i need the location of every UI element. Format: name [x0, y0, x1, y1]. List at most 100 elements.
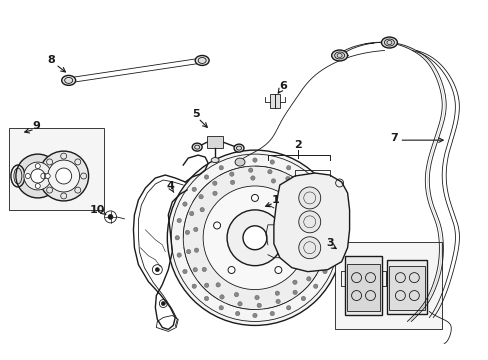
Text: 5: 5 — [192, 109, 200, 119]
Text: 2: 2 — [293, 140, 301, 150]
Circle shape — [301, 296, 305, 301]
Circle shape — [298, 237, 320, 259]
Circle shape — [303, 204, 307, 208]
Circle shape — [306, 276, 310, 281]
Circle shape — [301, 175, 305, 179]
Circle shape — [227, 266, 235, 274]
Circle shape — [230, 180, 234, 185]
Circle shape — [24, 162, 52, 190]
Text: 7: 7 — [390, 133, 398, 143]
Ellipse shape — [381, 37, 397, 48]
Circle shape — [285, 176, 289, 181]
Text: 1: 1 — [271, 195, 279, 205]
Circle shape — [254, 295, 259, 300]
Circle shape — [298, 187, 320, 209]
Circle shape — [269, 311, 274, 316]
Circle shape — [315, 260, 320, 264]
Circle shape — [202, 267, 206, 272]
Ellipse shape — [331, 50, 347, 61]
Circle shape — [216, 283, 220, 287]
Circle shape — [108, 214, 113, 219]
Circle shape — [292, 280, 297, 284]
Circle shape — [219, 306, 223, 310]
Circle shape — [183, 166, 326, 310]
Circle shape — [194, 248, 198, 252]
Circle shape — [234, 292, 238, 297]
Circle shape — [248, 168, 252, 172]
Ellipse shape — [211, 158, 219, 163]
Circle shape — [177, 218, 181, 223]
Circle shape — [186, 249, 190, 254]
Circle shape — [56, 168, 72, 184]
Circle shape — [177, 253, 181, 257]
Polygon shape — [273, 173, 349, 272]
Circle shape — [252, 313, 257, 318]
Circle shape — [292, 290, 297, 294]
Circle shape — [48, 160, 80, 192]
Circle shape — [286, 166, 290, 170]
Circle shape — [313, 284, 317, 288]
Circle shape — [257, 303, 261, 307]
Circle shape — [161, 302, 165, 306]
Circle shape — [243, 226, 266, 250]
Circle shape — [155, 268, 159, 272]
Circle shape — [250, 176, 255, 180]
Circle shape — [328, 253, 332, 257]
Circle shape — [298, 211, 320, 233]
Bar — [388, 266, 425, 310]
Circle shape — [39, 151, 88, 201]
Text: 6: 6 — [278, 81, 286, 91]
Circle shape — [219, 166, 223, 170]
Circle shape — [35, 184, 40, 189]
Ellipse shape — [192, 143, 202, 151]
Circle shape — [16, 154, 60, 198]
Circle shape — [235, 160, 240, 164]
Circle shape — [286, 306, 290, 310]
Bar — [344, 256, 382, 315]
Bar — [334, 242, 441, 329]
Circle shape — [35, 163, 40, 168]
Circle shape — [204, 296, 208, 301]
Circle shape — [275, 299, 280, 303]
Circle shape — [192, 187, 196, 192]
Circle shape — [226, 210, 282, 266]
Circle shape — [189, 211, 194, 216]
Ellipse shape — [195, 55, 209, 66]
Circle shape — [219, 295, 224, 299]
Circle shape — [289, 189, 293, 193]
Circle shape — [183, 202, 187, 206]
Circle shape — [275, 291, 279, 296]
Ellipse shape — [61, 75, 76, 85]
Circle shape — [185, 230, 189, 235]
Circle shape — [274, 266, 281, 274]
Ellipse shape — [235, 158, 244, 166]
Circle shape — [311, 244, 316, 248]
Circle shape — [267, 170, 271, 174]
Circle shape — [229, 172, 234, 176]
Circle shape — [204, 175, 208, 179]
Text: 9: 9 — [33, 121, 41, 131]
Circle shape — [269, 160, 274, 164]
Circle shape — [193, 267, 197, 272]
Circle shape — [203, 186, 306, 289]
Circle shape — [212, 191, 217, 195]
Text: 3: 3 — [325, 238, 333, 248]
Bar — [386, 260, 427, 315]
Circle shape — [310, 223, 315, 228]
Ellipse shape — [234, 144, 244, 152]
Circle shape — [330, 235, 334, 240]
Bar — [346, 264, 380, 311]
Circle shape — [271, 179, 275, 183]
Circle shape — [31, 169, 45, 183]
Circle shape — [45, 174, 50, 179]
Bar — [207, 136, 223, 148]
Circle shape — [192, 284, 196, 288]
Circle shape — [199, 194, 203, 199]
Circle shape — [301, 188, 305, 193]
Circle shape — [212, 181, 217, 185]
Circle shape — [237, 302, 242, 306]
Text: 10: 10 — [90, 205, 105, 215]
Bar — [269, 94, 279, 108]
Circle shape — [193, 227, 198, 231]
Circle shape — [320, 241, 324, 246]
